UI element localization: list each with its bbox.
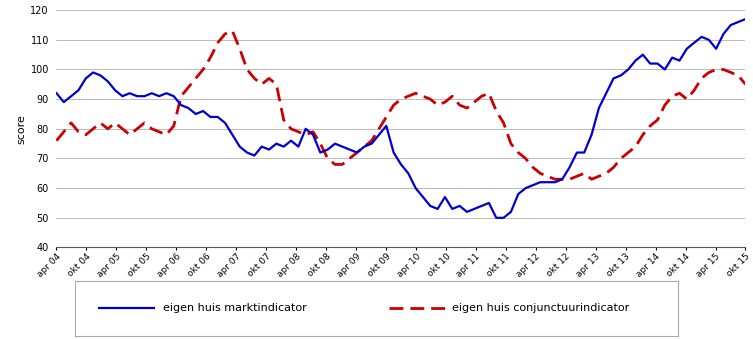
eigen huis marktindicator [529, 183, 538, 187]
eigen huis conjunctuurindicator [543, 174, 552, 178]
eigen huis marktindicator [543, 180, 552, 184]
eigen huis conjunctuurindicator [529, 165, 538, 170]
eigen huis conjunctuurindicator [572, 174, 581, 178]
Line: eigen huis marktindicator: eigen huis marktindicator [56, 19, 745, 218]
eigen huis marktindicator [81, 76, 90, 80]
eigen huis marktindicator [52, 91, 61, 95]
X-axis label: maand: maand [382, 304, 420, 314]
Text: eigen huis conjunctuurindicator: eigen huis conjunctuurindicator [452, 303, 629, 314]
eigen huis marktindicator [565, 165, 574, 170]
eigen huis marktindicator [176, 103, 185, 107]
eigen huis conjunctuurindicator [52, 139, 61, 143]
eigen huis conjunctuurindicator [741, 82, 750, 86]
Y-axis label: score: score [16, 114, 26, 144]
eigen huis conjunctuurindicator [176, 94, 185, 98]
eigen huis marktindicator [572, 151, 581, 155]
eigen huis conjunctuurindicator [550, 177, 559, 181]
Line: eigen huis conjunctuurindicator: eigen huis conjunctuurindicator [56, 31, 745, 179]
eigen huis marktindicator [741, 17, 750, 21]
eigen huis marktindicator [492, 216, 501, 220]
eigen huis conjunctuurindicator [580, 171, 589, 175]
Text: eigen huis marktindicator: eigen huis marktindicator [163, 303, 306, 314]
eigen huis conjunctuurindicator [228, 29, 237, 33]
eigen huis conjunctuurindicator [81, 133, 90, 137]
